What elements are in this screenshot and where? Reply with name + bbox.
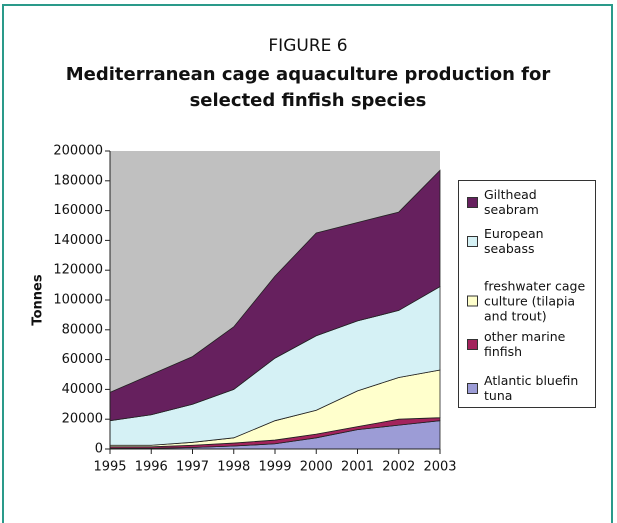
y-tick-label: 0 (95, 442, 103, 457)
legend-swatch (467, 196, 478, 208)
legend-item: European seabass (467, 226, 591, 256)
chart-title: selected finfish species (190, 90, 427, 111)
legend-swatch (467, 235, 478, 247)
legend-item: other marine finfish (467, 329, 591, 359)
x-tick-label: 1999 (258, 460, 291, 475)
y-tick-label: 100000 (53, 293, 103, 308)
y-tick-label: 40000 (62, 382, 103, 397)
frame (2, 4, 613, 523)
legend-label: freshwater cage culture (tilapia and tro… (484, 278, 586, 324)
y-tick-label: 120000 (53, 263, 103, 278)
chart-title: Mediterranean cage aquaculture productio… (66, 64, 551, 85)
y-tick-label: 60000 (62, 352, 103, 367)
legend-label: Gilthead seabram (484, 187, 539, 217)
y-tick-label: 140000 (53, 233, 103, 248)
y-tick-label: 200000 (53, 144, 103, 159)
x-tick-label: 2003 (423, 460, 456, 475)
legend-swatch (467, 338, 478, 350)
area (109, 169, 441, 422)
y-tick-label: 160000 (53, 203, 103, 218)
legend-item: Gilthead seabram (467, 187, 591, 217)
y-tick-label: 80000 (62, 322, 103, 337)
x-tick-label: 2002 (382, 460, 415, 475)
x-tick-label: 1995 (93, 460, 126, 475)
legend: Gilthead seabram European seabass freshwat… (458, 180, 596, 408)
legend-label: Atlantic bluefin tuna (484, 373, 579, 403)
x-tick-label: 1998 (217, 460, 250, 475)
legend-item: freshwater cage culture (tilapia and tro… (467, 279, 591, 324)
legend-swatch (467, 295, 478, 307)
legend-label: European seabass (484, 226, 544, 256)
legend-item: Atlantic bluefin tuna (467, 373, 591, 403)
legend-swatch (467, 382, 478, 394)
legend-label: other marine finfish (484, 329, 566, 359)
y-tick-label: 180000 (53, 173, 103, 188)
y-axis-label: Tonnes (31, 274, 46, 325)
x-tick-label: 1996 (135, 460, 168, 475)
y-tick-label: 20000 (62, 412, 103, 427)
x-tick-label: 2001 (341, 460, 374, 475)
x-tick-label: 2000 (300, 460, 333, 475)
figure-label: FIGURE 6 (268, 36, 347, 56)
x-tick-label: 1997 (176, 460, 209, 475)
